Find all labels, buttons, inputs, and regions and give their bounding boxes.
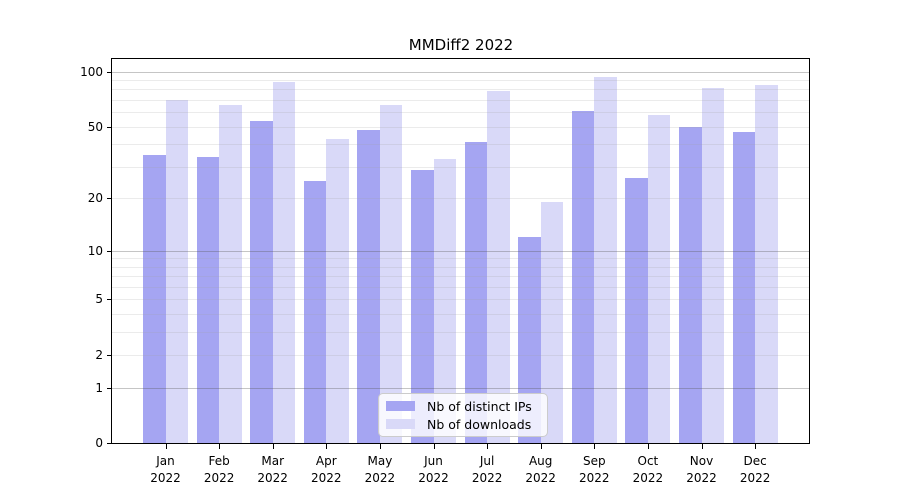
- bar-distinct-ips-jun: [411, 169, 434, 443]
- y-tick-mark-0: [107, 443, 112, 444]
- y-tick-label-1: 1: [95, 381, 103, 396]
- legend-label-downloads: Nb of downloads: [427, 416, 532, 432]
- bar-downloads-jun: [433, 159, 456, 443]
- bar-distinct-ips-oct: [625, 178, 648, 443]
- y-tick-mark-1: [107, 388, 112, 390]
- x-tick-month: Jan: [156, 454, 175, 468]
- x-tick-month: Mar: [261, 454, 284, 468]
- x-tick-label-jul: Jul 2022: [455, 453, 519, 487]
- x-tick-mark-feb: [219, 444, 221, 449]
- y-tick-mark-10: [107, 250, 112, 252]
- legend-item-downloads: Nb of downloads: [386, 417, 547, 432]
- bar-distinct-ips-aug: [518, 237, 541, 443]
- x-tick-mark-aug: [540, 444, 542, 449]
- bar-downloads-may: [379, 104, 403, 443]
- x-tick-label-sep: Sep 2022: [562, 453, 626, 487]
- x-tick-year: 2022: [203, 471, 235, 485]
- bar-distinct-ips-jan: [143, 154, 166, 443]
- x-tick-label-mar: Mar 2022: [241, 453, 305, 487]
- legend-swatch-distinct-ips: [386, 401, 415, 411]
- y-tick-mark-50: [107, 126, 112, 128]
- gridline-minor-90: [112, 80, 809, 81]
- x-tick-label-feb: Feb 2022: [187, 453, 251, 487]
- x-tick-label-may: May 2022: [348, 453, 412, 487]
- bar-downloads-nov: [701, 88, 724, 443]
- bar-downloads-dec: [755, 84, 778, 443]
- x-tick-month: Jun: [424, 454, 443, 468]
- x-tick-year: 2022: [418, 471, 449, 485]
- y-tick-mark-20: [107, 198, 112, 200]
- x-tick-month: Feb: [208, 454, 230, 468]
- bar-distinct-ips-mar: [250, 120, 273, 443]
- x-tick-year: 2022: [525, 471, 556, 485]
- y-tick-label-5: 5: [95, 292, 103, 307]
- x-tick-label-dec: Dec 2022: [723, 453, 787, 487]
- y-tick-label-10: 10: [87, 243, 103, 258]
- bar-distinct-ips-jul: [464, 142, 488, 443]
- bar-distinct-ips-dec: [732, 131, 756, 443]
- x-tick-mark-oct: [647, 444, 649, 449]
- x-tick-year: 2022: [739, 471, 771, 485]
- x-tick-year: 2022: [686, 471, 717, 485]
- x-tick-month: May: [367, 454, 393, 468]
- x-tick-year: 2022: [150, 471, 181, 485]
- x-tick-year: 2022: [364, 471, 396, 485]
- y-tick-mark-5: [107, 299, 112, 301]
- x-tick-mark-jun: [433, 444, 435, 449]
- bar-downloads-jul: [487, 91, 510, 443]
- y-tick-label-50: 50: [87, 119, 103, 134]
- bar-downloads-sep: [594, 76, 617, 443]
- bar-distinct-ips-feb: [196, 157, 220, 443]
- legend-item-distinct-ips: Nb of distinct IPs: [386, 399, 547, 414]
- x-tick-month: Dec: [743, 454, 767, 468]
- bar-distinct-ips-apr: [303, 181, 327, 443]
- x-tick-label-apr: Apr 2022: [294, 453, 358, 487]
- y-tick-label-2: 2: [95, 348, 103, 363]
- x-tick-year: 2022: [257, 471, 288, 485]
- x-tick-month: Nov: [689, 454, 714, 468]
- y-tick-label-20: 20: [87, 191, 103, 206]
- x-tick-year: 2022: [471, 471, 503, 485]
- x-tick-month: Aug: [528, 454, 553, 468]
- x-tick-month: Oct: [637, 454, 659, 468]
- x-tick-month: Apr: [315, 454, 337, 468]
- x-tick-mark-sep: [594, 444, 596, 449]
- x-tick-mark-nov: [701, 444, 703, 449]
- x-tick-label-oct: Oct 2022: [616, 453, 680, 487]
- y-tick-mark-2: [107, 355, 112, 357]
- x-tick-mark-jul: [487, 444, 489, 449]
- bar-downloads-mar: [272, 81, 296, 443]
- x-tick-label-nov: Nov 2022: [670, 453, 734, 487]
- bar-downloads-feb: [219, 104, 242, 443]
- x-tick-month: Sep: [582, 454, 606, 468]
- bar-downloads-apr: [326, 138, 349, 443]
- x-tick-mark-dec: [755, 444, 757, 449]
- x-tick-mark-jan: [165, 444, 167, 449]
- gridline-major-100: [112, 71, 809, 73]
- x-tick-year: 2022: [632, 471, 664, 485]
- legend-label-distinct-ips: Nb of distinct IPs: [427, 398, 532, 414]
- y-tick-label-0: 0: [95, 436, 103, 450]
- bar-distinct-ips-nov: [679, 126, 702, 443]
- x-tick-label-aug: Aug 2022: [509, 453, 573, 487]
- x-tick-year: 2022: [311, 471, 342, 485]
- bar-distinct-ips-may: [357, 129, 380, 443]
- x-tick-mark-apr: [326, 444, 328, 449]
- y-tick-label-100: 100: [80, 64, 103, 79]
- chart-title: MMDiff2 2022: [408, 36, 514, 54]
- bar-distinct-ips-sep: [571, 110, 595, 443]
- x-tick-year: 2022: [579, 471, 610, 485]
- x-tick-mark-mar: [272, 444, 274, 449]
- bar-downloads-jan: [165, 100, 188, 443]
- legend-swatch-downloads: [386, 419, 415, 429]
- x-tick-label-jan: Jan 2022: [134, 453, 198, 487]
- bar-downloads-aug: [540, 202, 564, 443]
- x-tick-mark-may: [379, 444, 381, 449]
- y-tick-mark-100: [107, 71, 112, 73]
- x-tick-month: Jul: [479, 454, 495, 468]
- x-tick-label-jun: Jun 2022: [402, 453, 466, 487]
- bar-downloads-oct: [647, 114, 671, 443]
- legend: Nb of distinct IPs Nb of downloads: [378, 393, 548, 437]
